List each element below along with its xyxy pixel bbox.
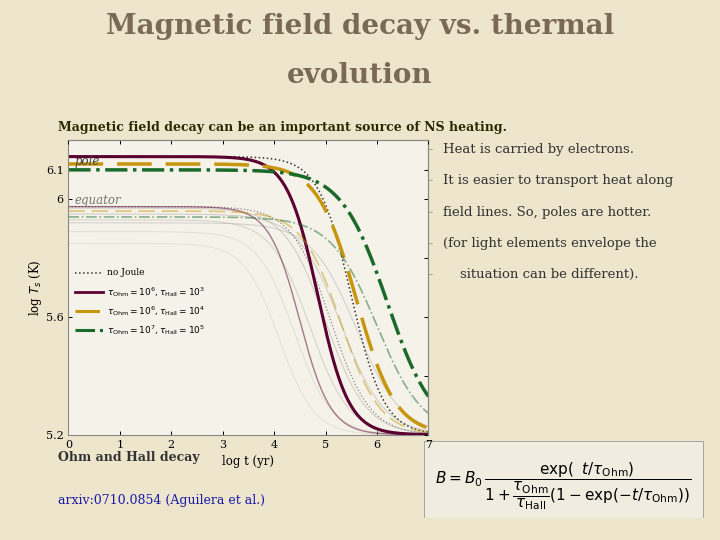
Text: evolution: evolution [287, 62, 433, 89]
Text: equator: equator [75, 194, 121, 207]
Text: Magnetic field decay can be an important source of NS heating.: Magnetic field decay can be an important… [58, 122, 507, 134]
Text: $\tau_{\rm Ohm}{=}10^6, \tau_{\rm Hall}{=}10^3$: $\tau_{\rm Ohm}{=}10^6, \tau_{\rm Hall}{… [107, 285, 205, 299]
Text: It is easier to transport heat along: It is easier to transport heat along [443, 174, 673, 187]
Text: -: - [428, 206, 433, 219]
Text: -: - [428, 237, 433, 250]
Text: Ohm and Hall decay: Ohm and Hall decay [58, 451, 199, 464]
Text: -: - [428, 143, 433, 156]
Text: -: - [428, 174, 433, 187]
Text: pole: pole [75, 156, 100, 168]
Text: arxiv:0710.0854 (Aguilera et al.): arxiv:0710.0854 (Aguilera et al.) [58, 494, 265, 507]
Text: $\tau_{\rm Ohm}{=}10^7, \tau_{\rm Hall}{=}10^5$: $\tau_{\rm Ohm}{=}10^7, \tau_{\rm Hall}{… [107, 323, 205, 337]
Text: $\tau_{\rm Ohm}{=}10^6, \tau_{\rm Hall}{=}10^4$: $\tau_{\rm Ohm}{=}10^6, \tau_{\rm Hall}{… [107, 304, 205, 318]
Text: Magnetic field decay vs. thermal: Magnetic field decay vs. thermal [106, 14, 614, 40]
Y-axis label: log $T_s$ (K): log $T_s$ (K) [27, 259, 45, 316]
Text: -: - [428, 268, 433, 281]
Text: (for light elements envelope the: (for light elements envelope the [443, 237, 657, 250]
Text: field lines. So, poles are hotter.: field lines. So, poles are hotter. [443, 206, 651, 219]
Text: $B = B_0\,\dfrac{\exp(\;\; t/\tau_{\rm Ohm})}{1 + \dfrac{\tau_{\rm Ohm}}{\tau_{\: $B = B_0\,\dfrac{\exp(\;\; t/\tau_{\rm O… [436, 460, 691, 511]
FancyBboxPatch shape [424, 441, 703, 518]
Text: situation can be different).: situation can be different). [443, 268, 639, 281]
Text: Heat is carried by electrons.: Heat is carried by electrons. [443, 143, 634, 156]
X-axis label: log t (yr): log t (yr) [222, 455, 274, 468]
Text: no Joule: no Joule [107, 268, 145, 278]
